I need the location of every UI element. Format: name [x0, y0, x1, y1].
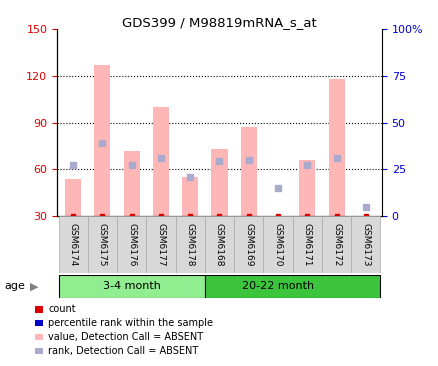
Text: GSM6177: GSM6177	[156, 223, 165, 266]
Bar	[58, 216, 88, 273]
Text: GSM6178: GSM6178	[185, 223, 194, 266]
Bar	[328, 79, 344, 216]
Bar	[94, 65, 110, 216]
Bar	[350, 216, 380, 273]
Bar	[88, 216, 117, 273]
Text: ▶: ▶	[30, 281, 38, 291]
Bar	[292, 216, 321, 273]
Bar	[240, 127, 256, 216]
Text: count: count	[48, 304, 76, 314]
Text: percentile rank within the sample: percentile rank within the sample	[48, 318, 213, 328]
Bar	[233, 216, 263, 273]
Bar	[182, 177, 198, 216]
Text: 20-22 month: 20-22 month	[241, 281, 313, 291]
Bar	[269, 216, 286, 217]
Text: age: age	[4, 281, 25, 291]
Bar	[263, 216, 292, 273]
Bar	[299, 160, 314, 216]
Text: GSM6172: GSM6172	[331, 223, 340, 266]
Bar	[124, 151, 139, 216]
Text: 3-4 month: 3-4 month	[102, 281, 160, 291]
Bar	[117, 216, 146, 273]
Text: GSM6176: GSM6176	[127, 223, 136, 266]
Bar	[205, 274, 380, 298]
Text: GSM6171: GSM6171	[302, 223, 311, 266]
Text: value, Detection Call = ABSENT: value, Detection Call = ABSENT	[48, 332, 203, 342]
Text: GSM6168: GSM6168	[215, 223, 223, 266]
Bar	[58, 274, 205, 298]
Bar	[146, 216, 175, 273]
Bar	[175, 216, 205, 273]
Bar	[65, 179, 81, 216]
Text: GSM6175: GSM6175	[98, 223, 107, 266]
Text: rank, Detection Call = ABSENT: rank, Detection Call = ABSENT	[48, 346, 198, 356]
Bar	[211, 149, 227, 216]
Bar	[152, 107, 169, 216]
Text: GSM6174: GSM6174	[68, 223, 78, 266]
Text: GSM6170: GSM6170	[273, 223, 282, 266]
Text: GDS399 / M98819mRNA_s_at: GDS399 / M98819mRNA_s_at	[122, 16, 316, 30]
Bar	[205, 216, 233, 273]
Bar	[321, 216, 350, 273]
Text: GSM6169: GSM6169	[244, 223, 253, 266]
Text: GSM6173: GSM6173	[360, 223, 370, 266]
